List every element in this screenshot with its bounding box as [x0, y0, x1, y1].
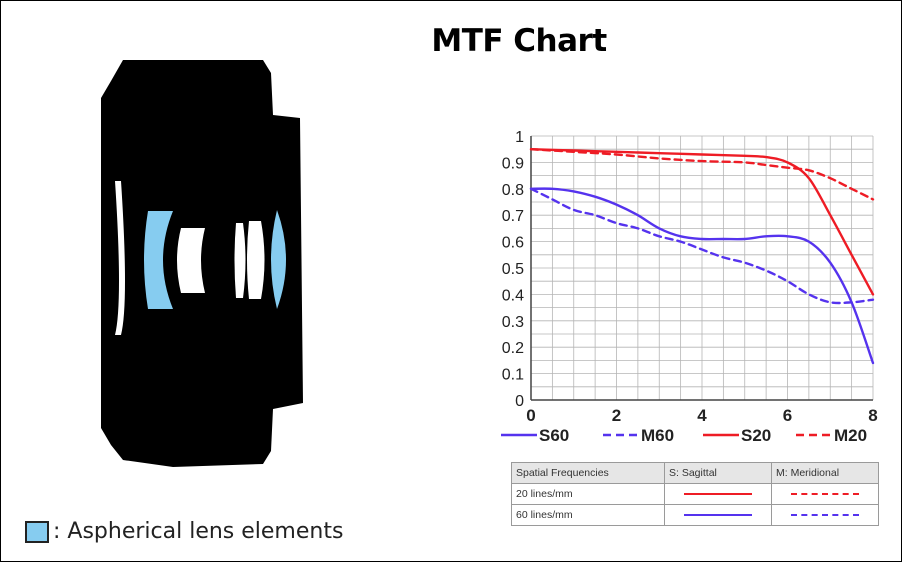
lens-barrel-shape [101, 60, 303, 467]
x-tick-label: 8 [868, 406, 877, 425]
y-tick-label: 1 [515, 129, 524, 146]
y-tick-label: 0.5 [502, 261, 524, 278]
series-line-s60 [529, 187, 875, 365]
header-meridional: M: Meridional [771, 462, 879, 484]
solid-red-line-icon [684, 493, 752, 495]
x-tick-label: 4 [697, 406, 707, 425]
solid-blue-line-icon [684, 514, 752, 516]
mtf-line-chart: 0 0.1 0.2 0.3 0.4 0.5 0.6 0.7 0.8 0.9 1 0 2 4 6 8 S60 M6… [501, 129, 878, 445]
lens-element-inner-2 [234, 223, 246, 298]
dashed-blue-line-icon [791, 514, 859, 516]
chart-title: MTF Chart [431, 23, 607, 59]
header-sagittal: S: Sagittal [664, 462, 772, 484]
row-label-60: 60 lines/mm [511, 504, 665, 526]
chart-series [529, 148, 875, 365]
chart-grid [530, 135, 874, 401]
legend-label-s60: S60 [539, 426, 569, 445]
table-header-row: Spatial Frequencies S: Sagittal M: Merid… [511, 462, 879, 484]
y-tick-label: 0.3 [502, 314, 524, 331]
aspherical-note-text: : Aspherical lens elements [53, 519, 344, 544]
table-row: 60 lines/mm [511, 504, 879, 526]
series-line-m20 [529, 148, 875, 201]
legend-label-s20: S20 [741, 426, 771, 445]
legend-label-m60: M60 [641, 426, 674, 445]
y-tick-label: 0 [515, 393, 524, 410]
row-label-20: 20 lines/mm [511, 483, 665, 505]
lens-element-front [115, 181, 125, 335]
aspherical-swatch-icon [25, 520, 49, 543]
aspherical-element-1 [144, 211, 173, 309]
aspherical-element-2 [271, 210, 286, 309]
lens-cross-section-diagram [101, 60, 303, 467]
series-line-m60 [529, 187, 875, 305]
series-line-s20 [529, 148, 875, 296]
y-tick-label: 0.7 [502, 208, 524, 225]
header-spatial-frequencies: Spatial Frequencies [511, 462, 665, 484]
swatch-20-sagittal [664, 483, 772, 505]
lens-element-inner-3 [247, 221, 265, 299]
spatial-frequency-table: Spatial Frequencies S: Sagittal M: Merid… [511, 462, 879, 526]
x-tick-label: 6 [783, 406, 792, 425]
swatch-20-meridional [771, 483, 879, 505]
dashed-red-line-icon [791, 493, 859, 495]
chart-axes: 0 0.1 0.2 0.3 0.4 0.5 0.6 0.7 0.8 0.9 1 0 2 4 6 8 [502, 129, 878, 425]
x-tick-label: 2 [612, 406, 621, 425]
y-tick-label: 0.9 [502, 155, 524, 172]
swatch-60-sagittal [664, 504, 772, 526]
y-tick-label: 0.1 [502, 367, 524, 384]
y-tick-label: 0.6 [502, 235, 524, 252]
legend-label-m20: M20 [834, 426, 867, 445]
y-tick-label: 0.4 [502, 287, 524, 304]
table-row: 20 lines/mm [511, 483, 879, 505]
y-tick-label: 0.8 [502, 182, 524, 199]
x-tick-label: 0 [526, 406, 535, 425]
lens-element-inner-1 [177, 228, 205, 293]
aspherical-legend-note: : Aspherical lens elements [25, 519, 343, 544]
chart-legend: S60 M60 S20 M20 [501, 426, 867, 445]
swatch-60-meridional [771, 504, 879, 526]
y-tick-label: 0.2 [502, 340, 524, 357]
